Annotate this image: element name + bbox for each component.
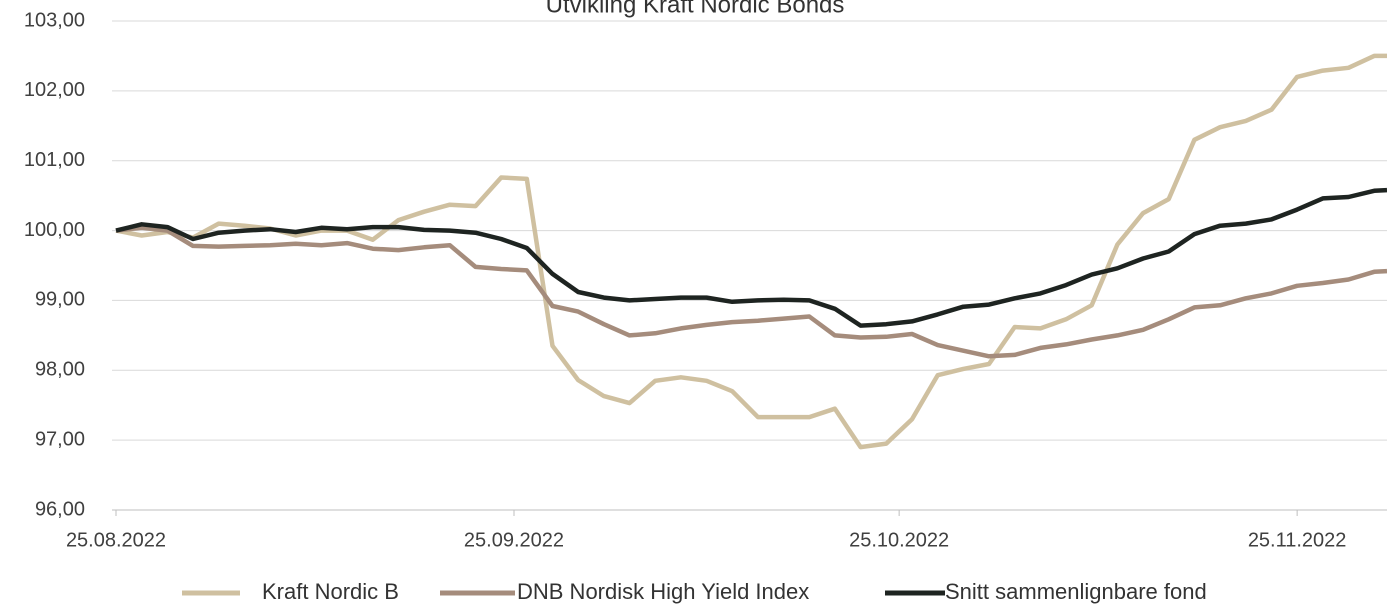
series-line bbox=[115, 187, 1387, 328]
legend-label: DNB Nordisk High Yield Index bbox=[517, 579, 809, 604]
y-tick-label: 97,00 bbox=[35, 428, 85, 450]
y-tick-label: 101,00 bbox=[24, 149, 85, 171]
x-tick-label: 25.11.2022 bbox=[1248, 529, 1347, 551]
legend-label: Kraft Nordic B bbox=[262, 579, 399, 604]
x-tick-label: 25.08.2022 bbox=[66, 529, 166, 551]
y-tick-label: 99,00 bbox=[35, 289, 85, 311]
series-line bbox=[115, 225, 1387, 359]
x-tick-label: 25.09.2022 bbox=[464, 529, 564, 551]
y-tick-label: 98,00 bbox=[35, 359, 85, 381]
chart-title: Utvikling Kraft Nordic Bonds bbox=[546, 0, 845, 18]
legend-label: Snitt sammenlignbare fond bbox=[945, 579, 1207, 604]
y-tick-label: 100,00 bbox=[24, 219, 85, 241]
y-tick-label: 102,00 bbox=[24, 79, 85, 101]
y-tick-label: 103,00 bbox=[24, 9, 85, 31]
x-tick-label: 25.10.2022 bbox=[849, 529, 949, 551]
series-line bbox=[115, 53, 1387, 450]
y-tick-label: 96,00 bbox=[35, 498, 85, 520]
